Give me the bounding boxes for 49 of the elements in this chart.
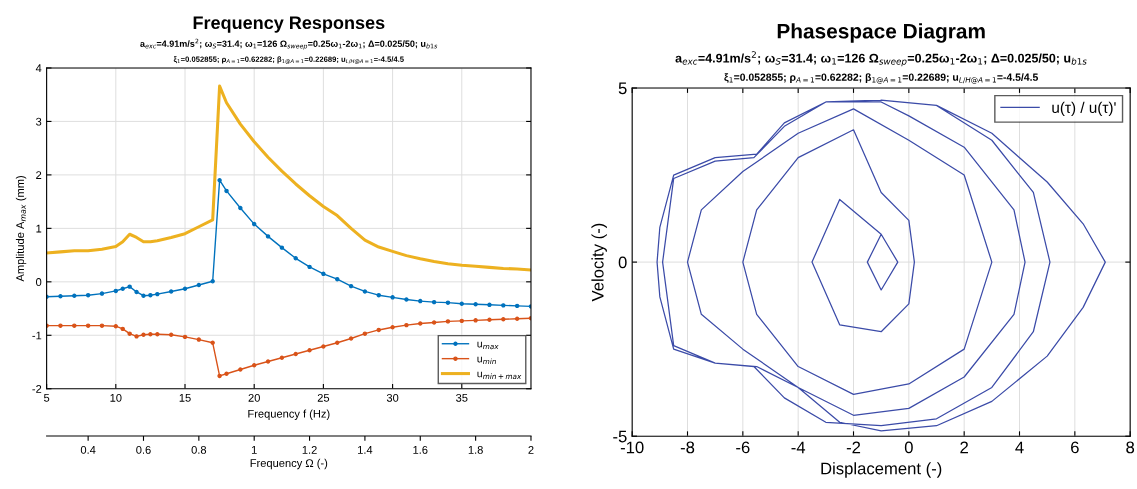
- y-tick-label: -2: [32, 385, 42, 393]
- y-tick-label: 2: [36, 171, 42, 179]
- y-tick-label: -5: [613, 430, 627, 443]
- x-tick-label: 25: [317, 393, 330, 402]
- y-axis-title: Amplitude A$_{max}$ (mm): [15, 175, 27, 282]
- x-tick-label: 8: [1126, 441, 1135, 454]
- x-tick-label: 0: [904, 441, 913, 454]
- legend-label: u$_{min}$: [477, 356, 496, 364]
- y-tick-label: 4: [35, 64, 42, 72]
- x2-tick-label: 0.4: [80, 445, 96, 454]
- x2-tick-label: 1.8: [468, 445, 483, 454]
- x-tick-label: 10: [110, 393, 122, 402]
- legend-label: u(τ) / u(τ)': [1052, 101, 1116, 116]
- x2-tick-label: 0.6: [136, 445, 151, 454]
- x2-axis-title: Frequency Ω (-): [250, 458, 328, 470]
- x2-tick-label: 0.8: [191, 445, 207, 454]
- x-axis-title: Displacement (-): [821, 462, 942, 478]
- y-axis-title: Velocity (-): [591, 223, 607, 302]
- x-tick-label: 2: [960, 441, 968, 454]
- legend-label: u$_{max}$: [477, 341, 499, 350]
- x-tick-label: -2: [846, 441, 861, 454]
- x2-tick-label: 1.2: [302, 445, 317, 454]
- x-tick-label: -10: [620, 441, 644, 454]
- x-tick-label: 15: [179, 394, 191, 402]
- x-tick-label: 30: [386, 393, 399, 402]
- x-tick-label: 4: [1015, 441, 1024, 454]
- x2-tick-label: 1.6: [413, 445, 428, 454]
- legend-label: u$_{min+max}$: [477, 371, 522, 380]
- y-tick-label: 1: [36, 224, 42, 233]
- chart-title: Frequency Responses: [193, 16, 385, 33]
- text: a$_{exc}$=4.91m/s$^{2}$; ω$_{S}$=31.4; ω$_{1}$=126 Ω$_{sweep}$=0.25ω$_{1}$-2ω$_{1}$; Δ=0.025/50; u$_{b1s}$: [675, 51, 1087, 67]
- x-tick-label: 5: [43, 394, 50, 402]
- text: ξ$_{1}$=0.052855; ρ$_{A=1}$=0.62282; β$_{1@A=1}$=0.22689; u$_{L/H@A=1}$=-4.5/4.5: [724, 73, 1039, 84]
- y-tick-label: 0: [36, 278, 42, 286]
- text: a$_{exc}$=4.91m/s$^{2}$; ω$_{S}$=31.4; ω$_{1}$=126 Ω$_{sweep}$=0.25ω$_{1}$-2ω$_{1}$; Δ=0.025/50; u$_{b1s}$: [140, 38, 438, 50]
- y-tick-label: 5: [618, 82, 627, 95]
- x-axis-title: Frequency f (Hz): [248, 409, 330, 420]
- y-tick-label: -1: [32, 331, 42, 340]
- chart-title: Phasespace Diagram: [777, 23, 985, 43]
- y-tick-label: 3: [36, 117, 42, 126]
- x-tick-label: -4: [791, 441, 806, 454]
- x-tick-label: -8: [680, 441, 695, 454]
- x-tick-label: 35: [456, 393, 468, 402]
- x-tick-label: -6: [736, 441, 750, 454]
- x2-tick-label: 1.4: [358, 446, 373, 454]
- y-tick-label: 0: [618, 256, 627, 269]
- x-tick-label: 20: [248, 393, 260, 402]
- x2-tick-label: 1: [251, 446, 257, 454]
- x-tick-label: 6: [1071, 441, 1079, 454]
